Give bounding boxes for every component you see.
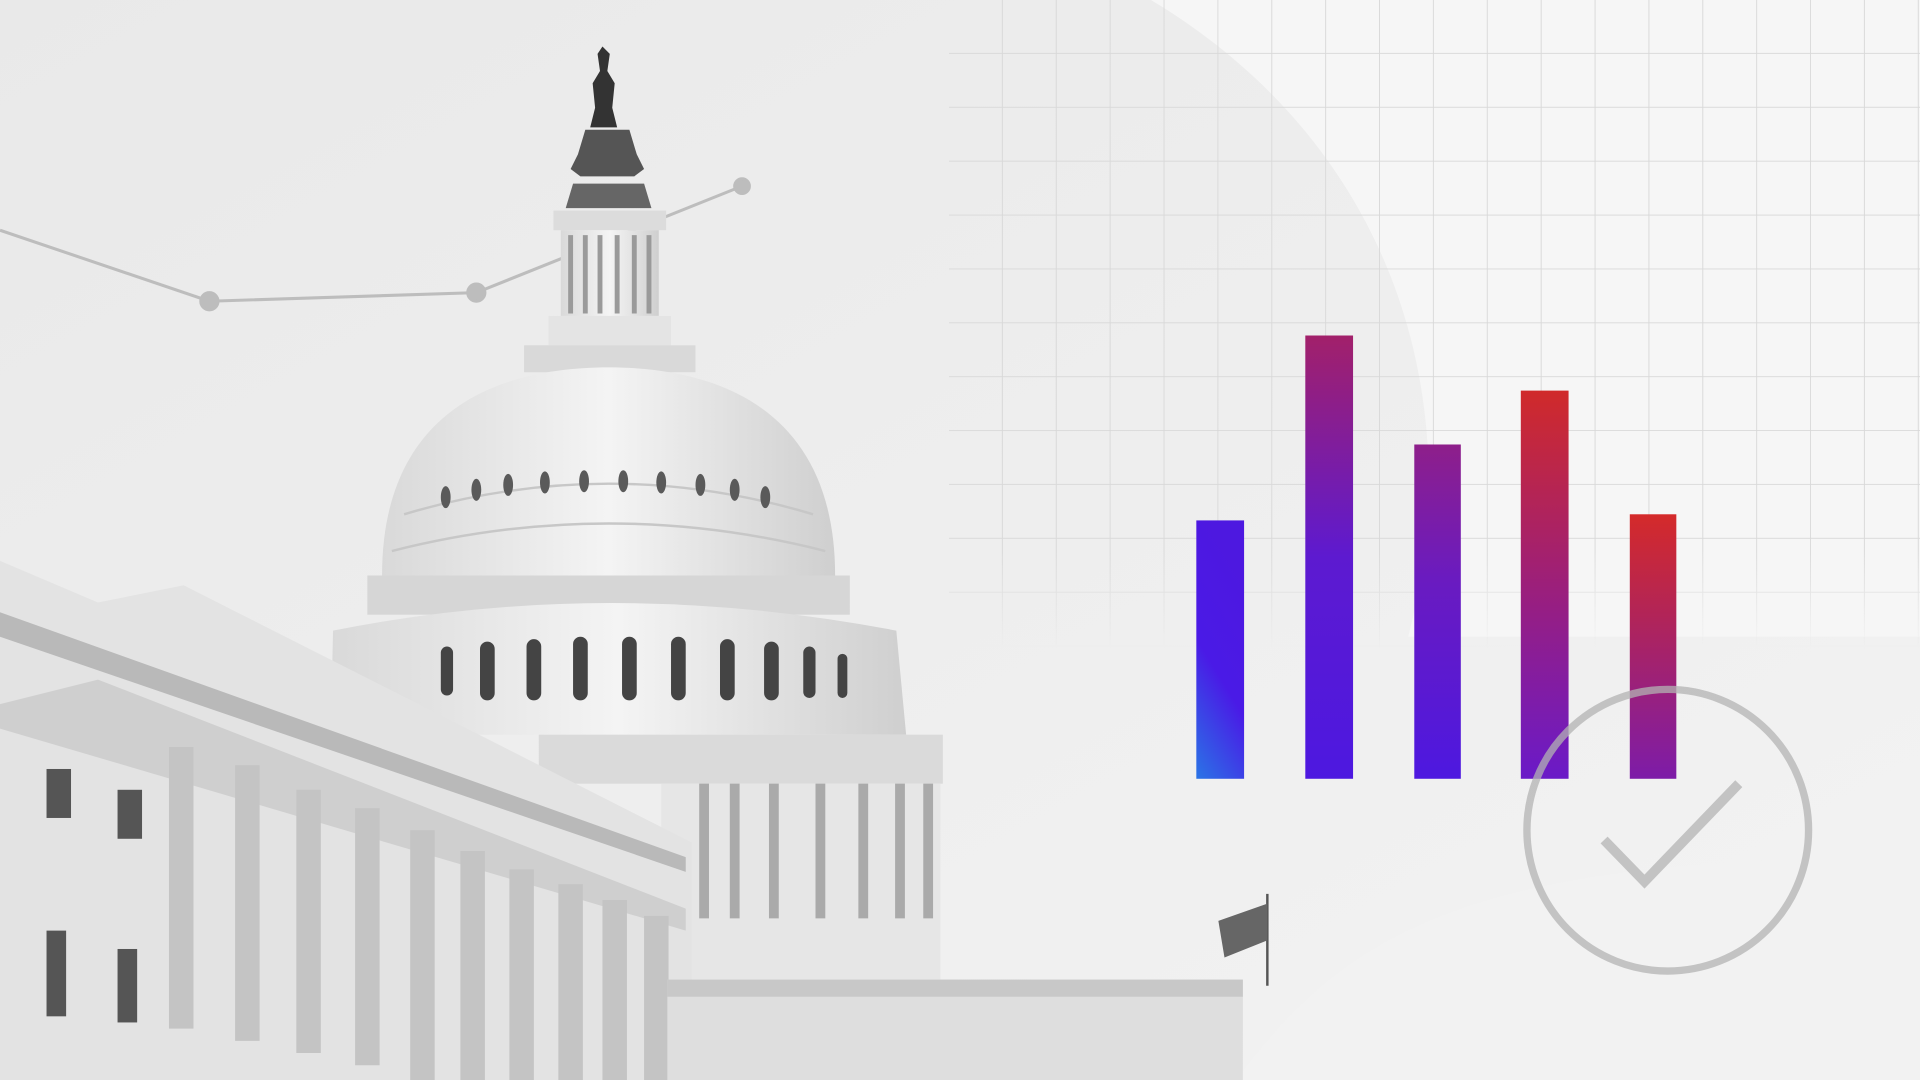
- check-icon: [1523, 685, 1813, 975]
- bar: [1305, 335, 1354, 779]
- light-shape: [1236, 857, 1920, 1080]
- capitol-building: [0, 46, 1269, 1080]
- bar-graphic: [1196, 335, 1677, 779]
- bar: [1414, 444, 1461, 779]
- bar: [1196, 520, 1245, 779]
- bar: [1629, 514, 1677, 779]
- bar: [1520, 390, 1569, 779]
